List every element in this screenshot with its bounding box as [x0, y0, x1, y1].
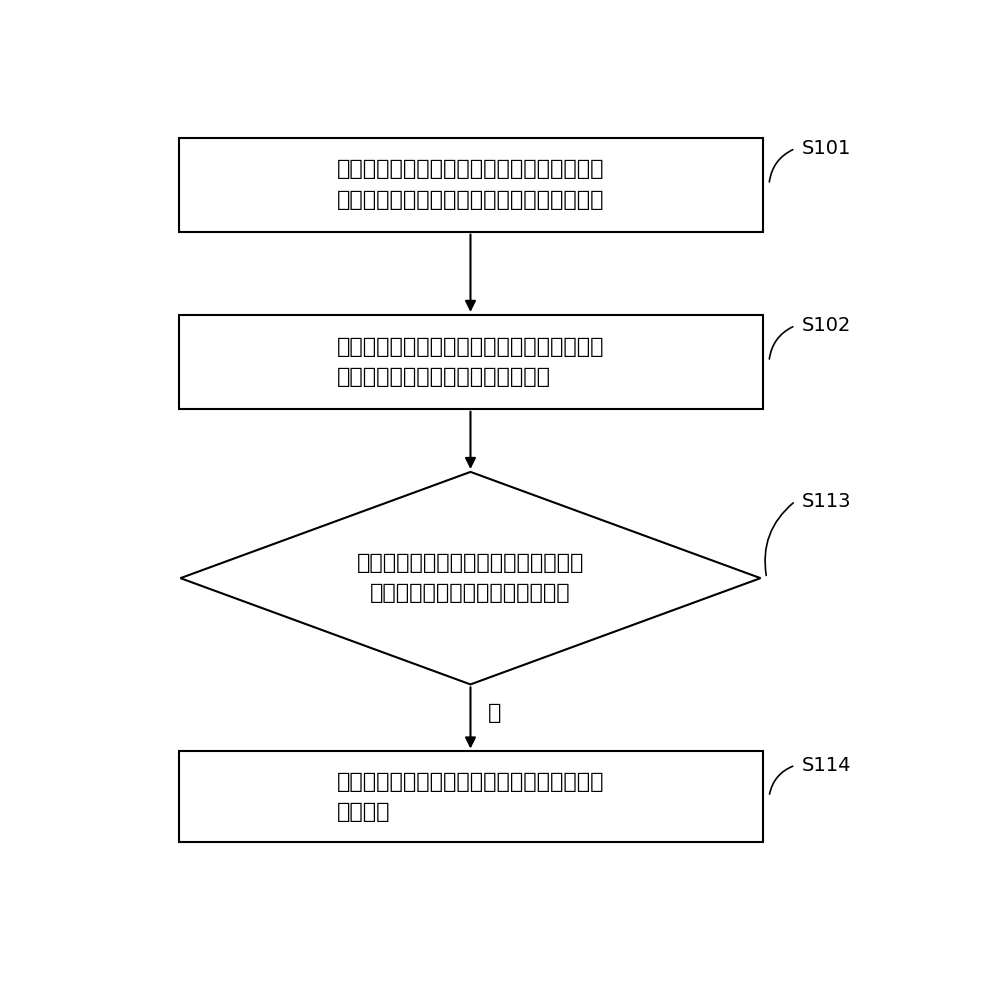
FancyBboxPatch shape — [179, 751, 762, 842]
FancyBboxPatch shape — [179, 315, 762, 409]
Text: S102: S102 — [801, 316, 851, 335]
Text: 是: 是 — [488, 703, 501, 723]
Text: S114: S114 — [801, 756, 851, 775]
Polygon shape — [181, 472, 760, 684]
Text: 通过设置在目标农产品包裹上的位置定位器获
取该目标农产品包裹的实时位置信息: 通过设置在目标农产品包裹上的位置定位器获 取该目标农产品包裹的实时位置信息 — [337, 337, 605, 387]
Text: S113: S113 — [801, 492, 851, 511]
Text: 获取目标农产品包裹的收寄件信息，并根据收
寄件信息确定目标农产品包裹的预设运输路径: 获取目标农产品包裹的收寄件信息，并根据收 寄件信息确定目标农产品包裹的预设运输路… — [337, 159, 605, 210]
Text: S101: S101 — [801, 139, 851, 158]
Text: 根据目标农产品包裹的实时位置信息，
判断目标农产品包裹是否停留异常: 根据目标农产品包裹的实时位置信息， 判断目标农产品包裹是否停留异常 — [357, 553, 584, 603]
FancyBboxPatch shape — [179, 138, 762, 232]
Text: 向与该目标农产品包裹关联的用户端发送位置
异常信息: 向与该目标农产品包裹关联的用户端发送位置 异常信息 — [337, 772, 605, 822]
